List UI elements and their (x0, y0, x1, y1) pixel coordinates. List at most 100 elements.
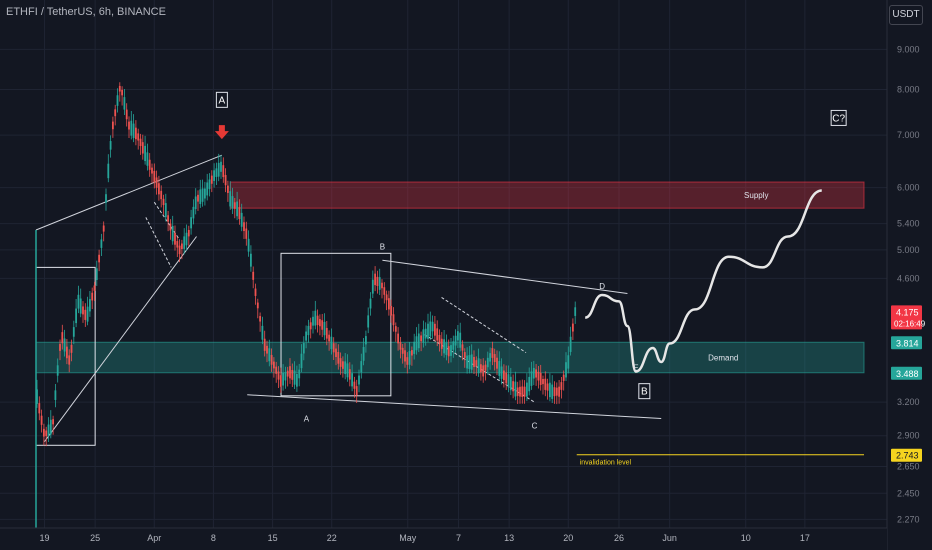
candle-body (553, 387, 556, 397)
candle (486, 351, 489, 375)
candle-body (461, 344, 464, 351)
candle-body (392, 314, 395, 326)
candle (307, 319, 310, 343)
symbol-title[interactable]: ETHFI / TetherUS, 6h, BINANCE (6, 6, 166, 18)
x-tick-label: 13 (504, 533, 514, 543)
candle-body (36, 389, 38, 404)
candle (569, 326, 572, 356)
candle-body (316, 315, 319, 326)
candle-body (415, 336, 418, 351)
candle-body (512, 381, 514, 392)
candle (206, 173, 209, 201)
candle-body (558, 386, 560, 397)
candle (266, 340, 268, 363)
candle (309, 317, 312, 339)
candle (330, 328, 333, 355)
candle (480, 358, 482, 381)
candle-body (314, 310, 317, 326)
candle-body (183, 236, 186, 249)
candle (160, 185, 163, 208)
candle-body (176, 241, 179, 248)
wave-d-text: D (599, 282, 605, 291)
candle-body (438, 334, 441, 344)
candle (107, 154, 110, 183)
candle (98, 249, 100, 272)
candle (236, 191, 238, 221)
candle (102, 221, 105, 242)
candle (282, 364, 284, 391)
candle (176, 236, 179, 257)
candle-body (427, 323, 429, 339)
candle-body (215, 168, 218, 177)
candle (468, 345, 471, 374)
projected-path (584, 189, 823, 373)
candle (273, 357, 275, 378)
candle-body (84, 309, 87, 320)
candle (374, 266, 376, 292)
candle (447, 339, 450, 364)
candle-body (399, 342, 402, 350)
candle (399, 336, 402, 359)
currency-selector[interactable]: USDT (889, 5, 923, 25)
candle-body (109, 141, 112, 150)
wave-a-annotation: A (304, 415, 310, 424)
candle (348, 362, 351, 387)
candle-body (123, 97, 126, 110)
candle (215, 162, 218, 185)
candle (551, 375, 554, 404)
candle-body (325, 327, 328, 339)
x-tick-label: 19 (39, 533, 49, 543)
candle (473, 350, 475, 375)
candle (291, 363, 294, 387)
invalidation-label: invalidation level (580, 460, 632, 467)
candle (192, 199, 195, 225)
candle-body (493, 354, 496, 363)
candle-body (82, 306, 84, 315)
candle (148, 153, 151, 177)
candle (376, 270, 379, 294)
candle-body (45, 430, 48, 437)
candle-body (86, 306, 89, 322)
candle (224, 168, 227, 193)
candle-body (459, 332, 462, 348)
price-axis: 9.000 8.000 7.000 6.000 5.400 5.000 4.600 3.200… (886, 0, 932, 550)
wave-c-annotation: C (532, 421, 538, 430)
candle (49, 410, 52, 439)
y-tick-label: 7.000 (897, 130, 920, 140)
candle (362, 337, 365, 366)
candle-body (546, 383, 549, 391)
candle-body (521, 386, 524, 397)
candle-body (371, 279, 374, 294)
candle-body (75, 308, 77, 324)
candle-body (245, 228, 248, 239)
demand-top-price-value: 3.814 (896, 338, 919, 348)
candle (420, 331, 422, 352)
candle-body (473, 356, 475, 368)
candle (130, 110, 133, 140)
candle (89, 290, 91, 317)
candle-body (284, 372, 287, 381)
candle (335, 342, 337, 366)
candle-body (192, 206, 195, 219)
candle-body (319, 319, 321, 327)
candle-body (422, 329, 425, 343)
candle (445, 334, 448, 361)
candle (461, 340, 464, 361)
candle (70, 339, 73, 362)
candle (558, 380, 560, 404)
candle-body (160, 190, 163, 200)
candle-body (148, 159, 151, 170)
candle-body (342, 361, 344, 369)
pattern-box (280, 252, 392, 397)
candle-body (279, 375, 282, 387)
candle (528, 367, 531, 396)
candle-body (229, 191, 232, 207)
candle-body (194, 196, 197, 210)
invalidation-price-tag (891, 448, 922, 462)
candle-body (528, 376, 531, 392)
candle (59, 339, 61, 361)
candle (482, 358, 485, 383)
x-tick-label: 26 (614, 533, 624, 543)
x-tick-label: Apr (147, 533, 161, 543)
